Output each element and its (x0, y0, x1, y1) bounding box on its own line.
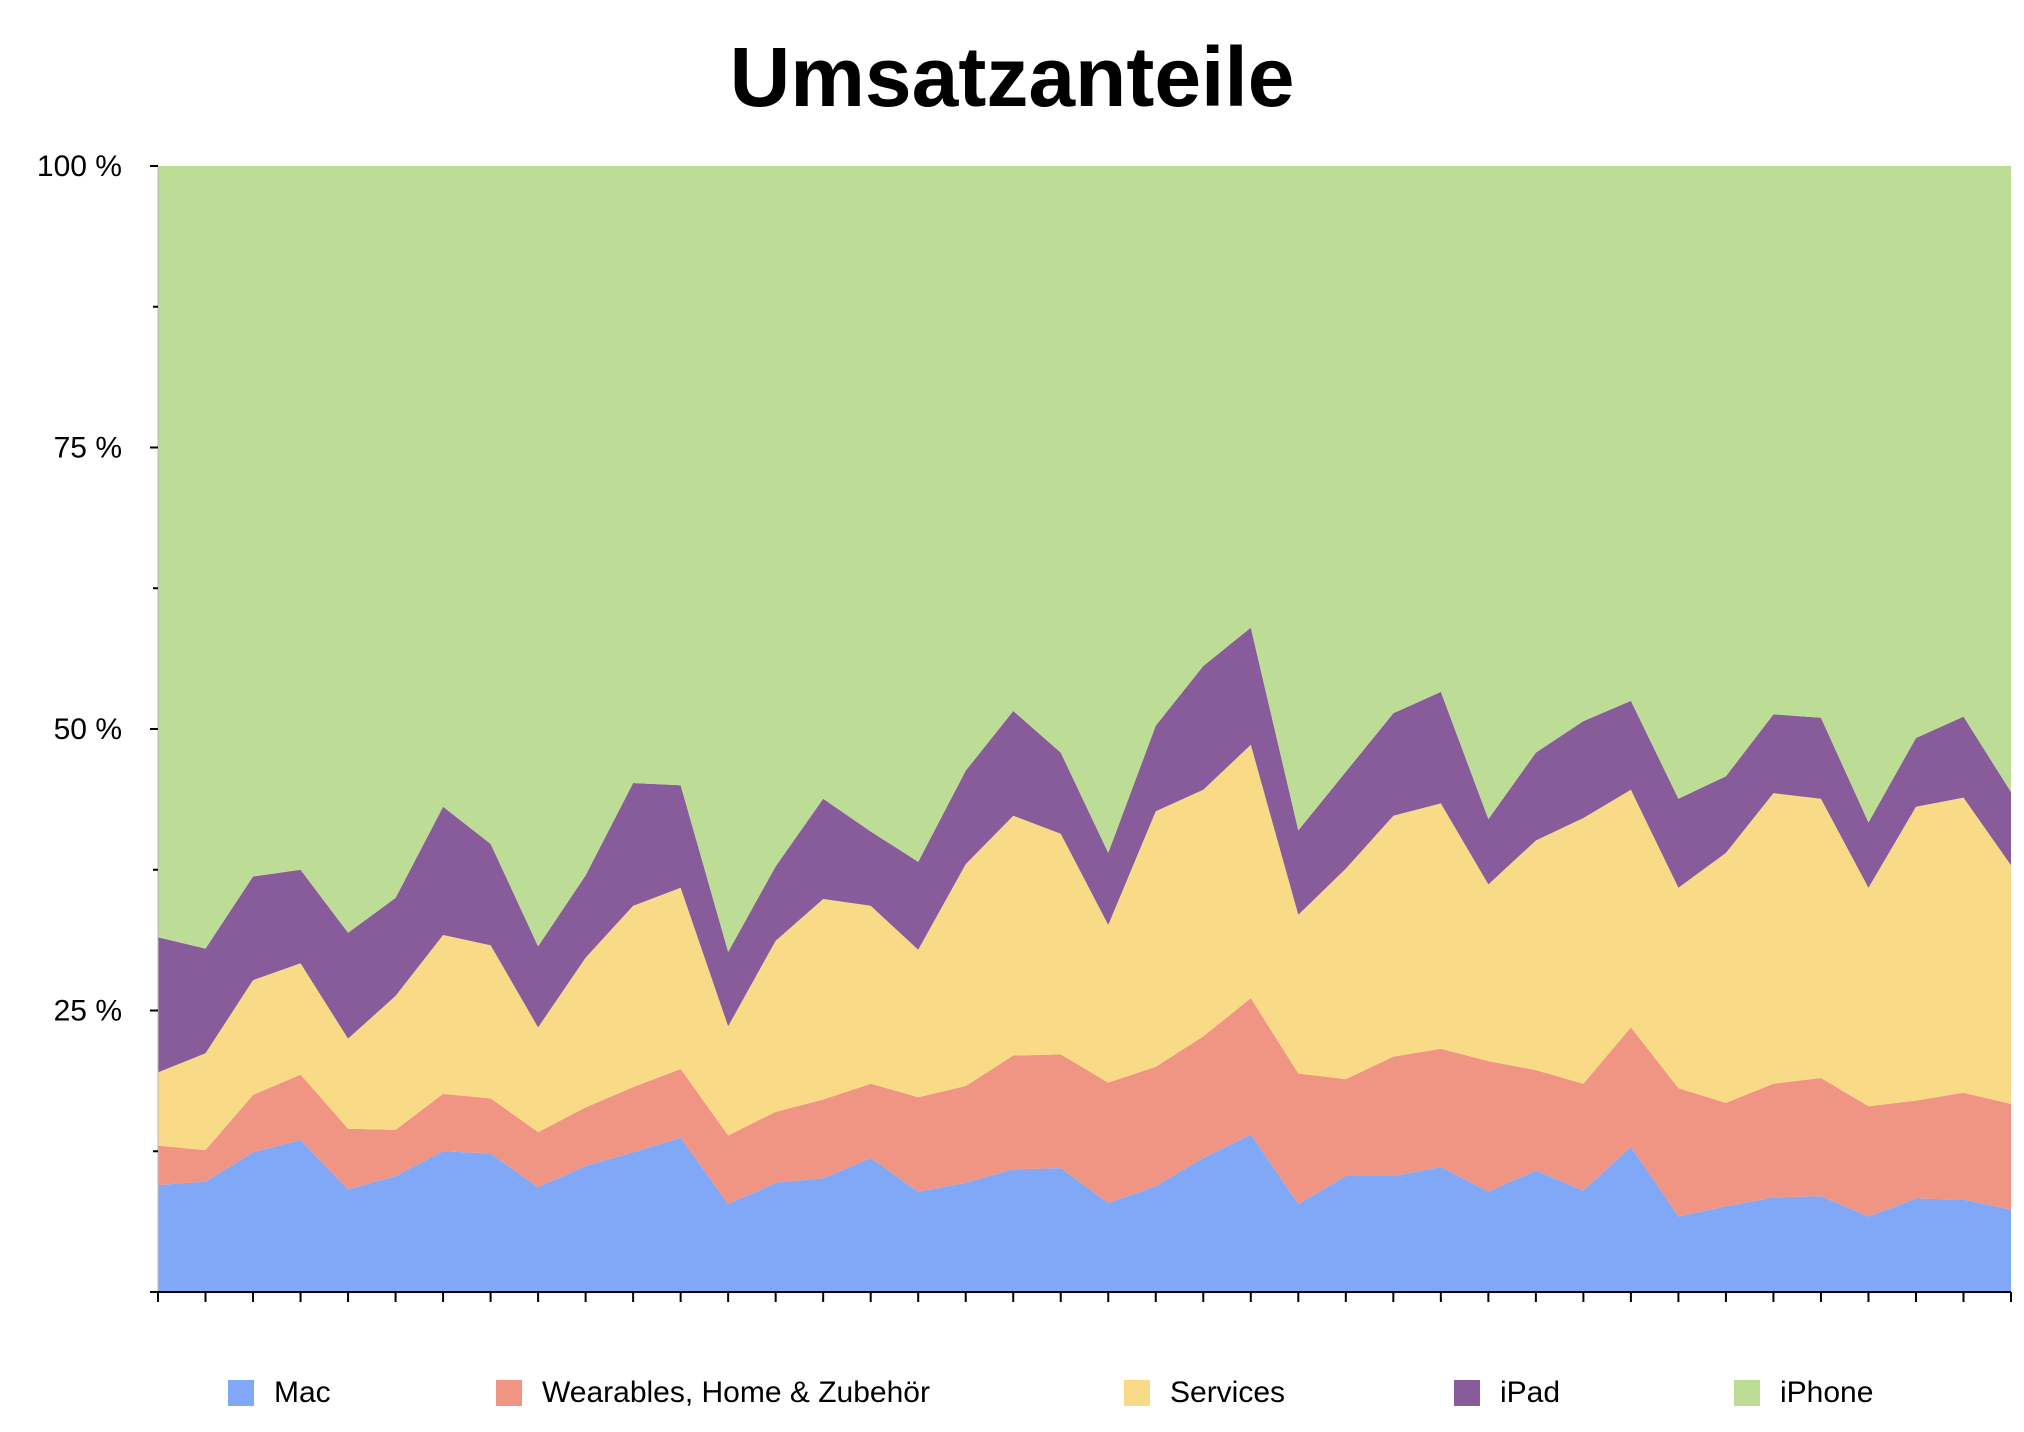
area-series-ipad (158, 627, 2011, 1073)
legend-label: Mac (274, 1376, 331, 1409)
legend-label: Services (1170, 1376, 1286, 1409)
y-axis: 100 % 75 % 50 % 25 % (37, 150, 159, 1293)
legend-swatch (1734, 1380, 1760, 1406)
y-tick-label: 50 % (54, 713, 122, 746)
y-tick-label: 100 % (37, 150, 122, 183)
legend: Mac Wearables, Home & Zubehör Services iPad… (0, 1368, 2024, 1418)
legend-label: Wearables, Home & Zubehör (542, 1376, 930, 1409)
area-series-iphone (158, 166, 2011, 952)
legend-swatch (1124, 1380, 1150, 1406)
legend-item: Services (1124, 1368, 1285, 1418)
x-axis (157, 1291, 2012, 1302)
area-series-services (158, 744, 2011, 1151)
chart-title: Umsatzanteile (729, 30, 1295, 124)
area-series-wearables-home-zubeh-r (158, 998, 2011, 1217)
legend-item: iPad (1454, 1368, 1560, 1418)
area-series-mac (158, 1134, 2011, 1292)
legend-item: Mac (228, 1368, 331, 1418)
area-series-group (158, 166, 2011, 1292)
legend-item: iPhone (1734, 1368, 1873, 1418)
legend-swatch (228, 1380, 254, 1406)
legend-label: iPhone (1780, 1376, 1874, 1409)
legend-item: Wearables, Home & Zubehör (496, 1368, 930, 1418)
legend-swatch (1454, 1380, 1480, 1406)
y-tick-label: 25 % (54, 995, 122, 1028)
legend-label: iPad (1500, 1376, 1561, 1409)
y-tick-label: 75 % (54, 432, 122, 465)
legend-swatch (496, 1380, 522, 1406)
